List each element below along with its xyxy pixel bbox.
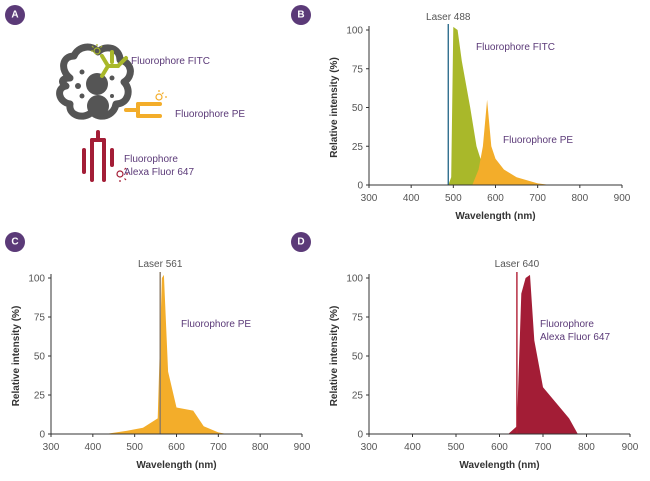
y-tick-label: 75	[352, 64, 364, 75]
y-tick-label: 50	[352, 352, 364, 363]
panel-d-badge-label: D	[297, 237, 304, 248]
panel-a: A Fluorophore FITC	[5, 5, 245, 182]
x-tick-label: 700	[210, 442, 227, 453]
panel-c-badge	[5, 232, 25, 252]
y-tick-label: 75	[34, 313, 46, 324]
y-tick-label: 25	[352, 142, 364, 153]
cell-icon	[56, 43, 134, 120]
x-tick-label: 900	[614, 193, 631, 204]
x-tick-label: 700	[529, 193, 546, 204]
y-axis-title: Relative intensity (%)	[329, 57, 340, 158]
y-tick-label: 100	[28, 274, 45, 285]
x-axis-title: Wavelength (nm)	[459, 460, 539, 471]
pe-fluor-icon	[155, 90, 167, 101]
series-annotation: Fluorophore PE	[181, 319, 251, 330]
x-tick-label: 600	[168, 442, 185, 453]
y-tick-label: 25	[352, 391, 364, 402]
series-annotation: Alexa Fluor 647	[540, 332, 610, 343]
y-tick-label: 0	[357, 430, 363, 441]
y-axis-title: Relative intensity (%)	[329, 306, 340, 407]
x-axis-title: Wavelength (nm)	[136, 460, 216, 471]
x-tick-label: 800	[571, 193, 588, 204]
pe-label: Fluorophore PE	[175, 109, 245, 120]
series-area-1	[508, 274, 578, 434]
series-annotation: Fluorophore	[540, 319, 594, 330]
x-tick-label: 700	[535, 442, 552, 453]
fitc-fluor-icon	[91, 44, 103, 55]
x-tick-label: 400	[84, 442, 101, 453]
y-tick-label: 75	[352, 313, 364, 324]
series-area-1	[105, 274, 227, 434]
panel-a-badge-label: A	[11, 10, 18, 21]
x-tick-label: 300	[43, 442, 60, 453]
x-tick-label: 900	[622, 442, 639, 453]
chart-c: C Laser 561 300 400 500 600 700 800 900 0 25 50 75 1…	[5, 232, 311, 471]
y-tick-label: 50	[352, 103, 364, 114]
y-tick-label: 25	[34, 391, 46, 402]
x-tick-label: 600	[491, 442, 508, 453]
x-tick-label: 400	[403, 193, 420, 204]
panel-c-badge-label: C	[11, 237, 18, 248]
y-axis-title: Relative intensity (%)	[11, 306, 22, 407]
x-tick-label: 500	[448, 442, 465, 453]
x-tick-label: 400	[404, 442, 421, 453]
x-tick-label: 900	[294, 442, 311, 453]
series-area-1	[448, 26, 517, 186]
af647-label-line2: Alexa Fluor 647	[124, 167, 194, 178]
laser-label: Laser 488	[426, 12, 471, 23]
y-tick-label: 0	[357, 181, 363, 192]
laser-label: Laser 640	[495, 259, 540, 270]
af647-fluor-icon	[116, 167, 128, 182]
series-annotation: Fluorophore FITC	[476, 42, 555, 53]
pe-antibody-icon	[124, 102, 162, 118]
y-tick-label: 100	[346, 26, 363, 37]
x-tick-label: 500	[445, 193, 462, 204]
x-axis-title: Wavelength (nm)	[455, 211, 535, 222]
y-tick-label: 0	[39, 430, 45, 441]
panel-a-badge	[5, 5, 25, 25]
series-annotation: Fluorophore PE	[503, 135, 573, 146]
x-tick-label: 300	[361, 193, 378, 204]
y-tick-label: 100	[346, 274, 363, 285]
x-tick-label: 800	[578, 442, 595, 453]
panel-d-badge	[291, 232, 311, 252]
x-tick-label: 800	[252, 442, 269, 453]
panel-b-badge	[291, 5, 311, 25]
y-tick-label: 50	[34, 352, 46, 363]
chart-b: B Laser 488 300 400 500 600 700 800 900 0 25 50 75 1…	[291, 5, 631, 222]
panel-b-badge-label: B	[297, 10, 304, 21]
fitc-label: Fluorophore FITC	[131, 56, 210, 67]
af647-antibody-icon	[82, 130, 114, 182]
laser-label: Laser 561	[138, 259, 183, 270]
fitc-antibody-icon	[100, 50, 128, 78]
x-tick-label: 600	[487, 193, 504, 204]
af647-label-line1: Fluorophore	[124, 154, 178, 165]
series-area-2	[472, 99, 551, 185]
x-tick-label: 500	[126, 442, 143, 453]
x-tick-label: 300	[361, 442, 378, 453]
chart-d: D Laser 640 300 400 500 600 700 800 900 0 25 50 75 1…	[291, 232, 639, 471]
